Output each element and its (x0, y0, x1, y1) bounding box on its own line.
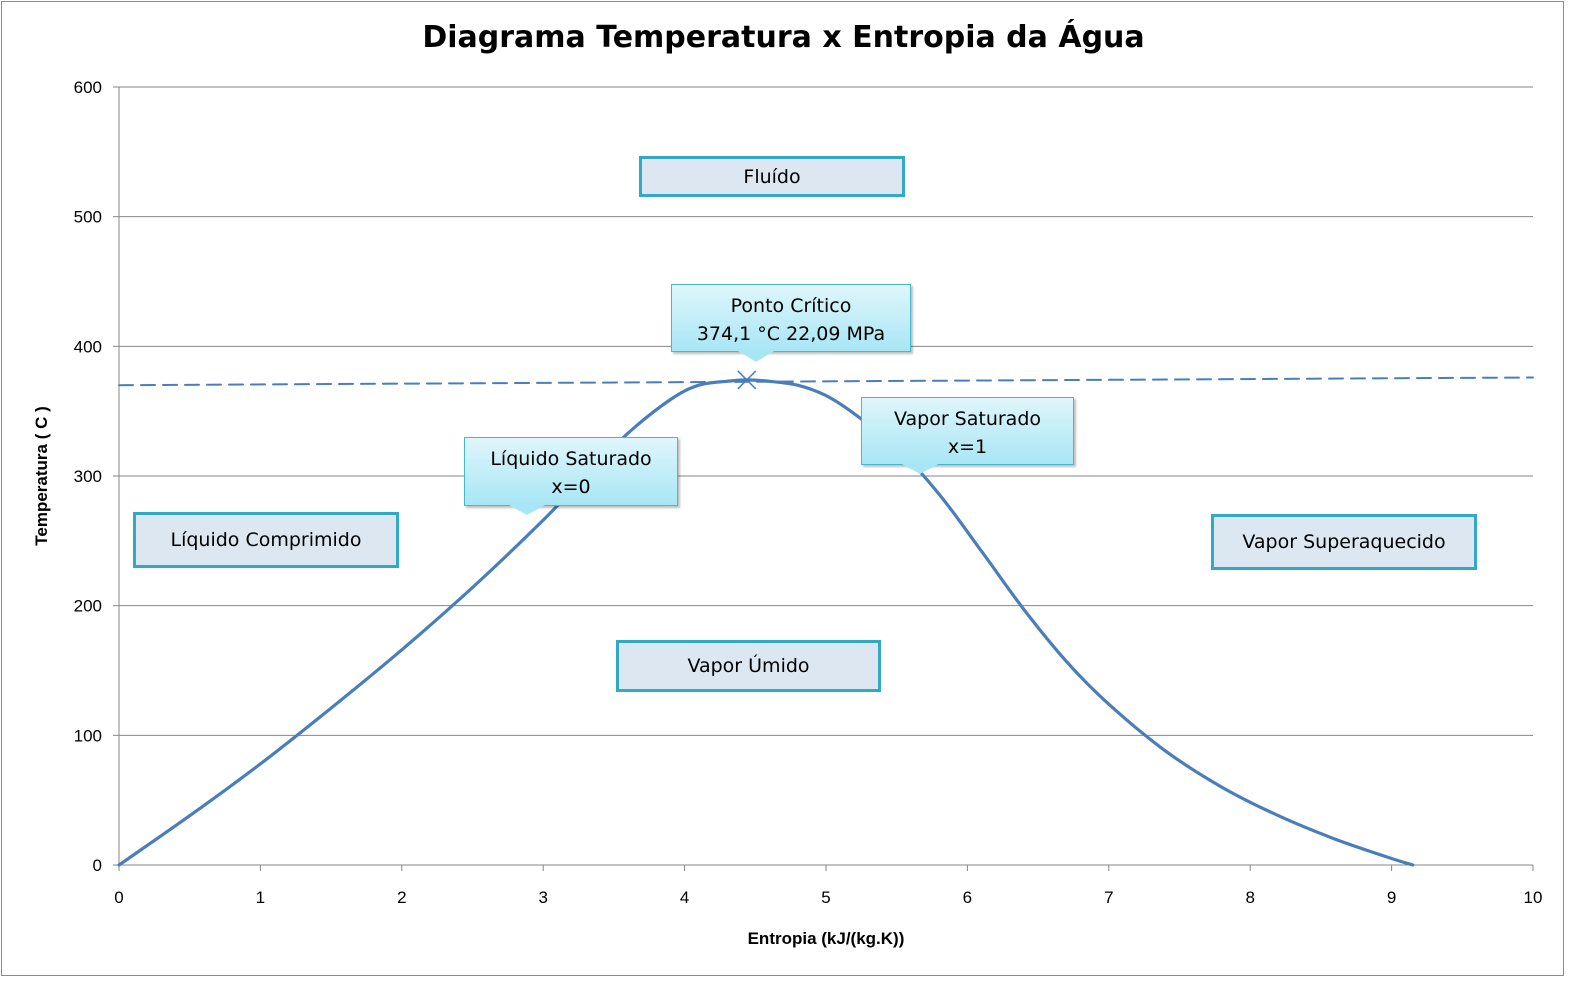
plot-area: 0 100 200 300 400 500 600 0 1 2 3 4 5 6 7 8 9 10 Entropia… (32, 78, 1543, 948)
y-tick-label: 300 (74, 467, 102, 486)
x-tick-label: 8 (1245, 888, 1254, 907)
y-tick-label: 600 (74, 78, 102, 97)
x-tick-label: 10 (1524, 888, 1543, 907)
x-tick-label: 6 (963, 888, 972, 907)
callout-vapor-saturado-line2: x=1 (947, 436, 988, 458)
callout-liquido-saturado: Líquido Saturado x=0 (464, 437, 678, 515)
y-tick-label: 200 (74, 597, 102, 616)
critical-temperature-line (118, 376, 1534, 387)
x-tick-label: 1 (256, 888, 265, 907)
callout-liquido-saturado-line2: x=0 (551, 476, 591, 498)
y-tick-label: 500 (74, 208, 102, 227)
y-tick-label: 400 (74, 337, 102, 356)
x-axis-title: Entropia (kJ/(kg.K)) (748, 929, 905, 948)
x-tick-label: 7 (1104, 888, 1113, 907)
y-axis-title: Temperatura ( C ) (32, 406, 51, 546)
series-group (117, 370, 1534, 867)
callout-ponto-critico-line2: 374,1 °C 22,09 MPa (696, 323, 886, 345)
y-tick-label: 0 (93, 856, 102, 875)
chart-title: Diagrama Temperatura x Entropia da Água (422, 20, 1145, 55)
y-tick-label: 100 (74, 726, 102, 745)
tick-labels: 0 100 200 300 400 500 600 0 1 2 3 4 5 6 7 8 9 10 (74, 78, 1543, 907)
callout-pointer (509, 505, 545, 515)
callout-ponto-critico: Ponto Crítico 374,1 °C 22,09 MPa (671, 284, 911, 362)
x-tick-label: 3 (538, 888, 547, 907)
critical-point-marker (737, 370, 757, 390)
x-tick-label: 9 (1387, 888, 1396, 907)
callout-ponto-critico-line1: Ponto Crítico (730, 295, 852, 317)
x-tick-label: 4 (680, 888, 689, 907)
grid-lines (119, 86, 1533, 736)
region-label-vapor-superaquecido: Vapor Superaquecido (1211, 514, 1477, 570)
x-tick-label: 0 (114, 888, 123, 907)
region-label-vapor-umido: Vapor Úmido (616, 640, 881, 692)
callout-liquido-saturado-line1: Líquido Saturado (490, 448, 652, 470)
x-tick-label: 5 (821, 888, 830, 907)
x-tick-label: 2 (397, 888, 406, 907)
region-label-liquido-comprimido: Líquido Comprimido (133, 512, 399, 568)
saturation-curve (117, 378, 1415, 867)
callout-pointer (902, 464, 938, 474)
callout-vapor-saturado: Vapor Saturado x=1 (861, 397, 1074, 474)
region-label-fluido: Fluído (639, 156, 905, 197)
callout-pointer (738, 351, 774, 362)
callout-vapor-saturado-line1: Vapor Saturado (893, 408, 1042, 430)
